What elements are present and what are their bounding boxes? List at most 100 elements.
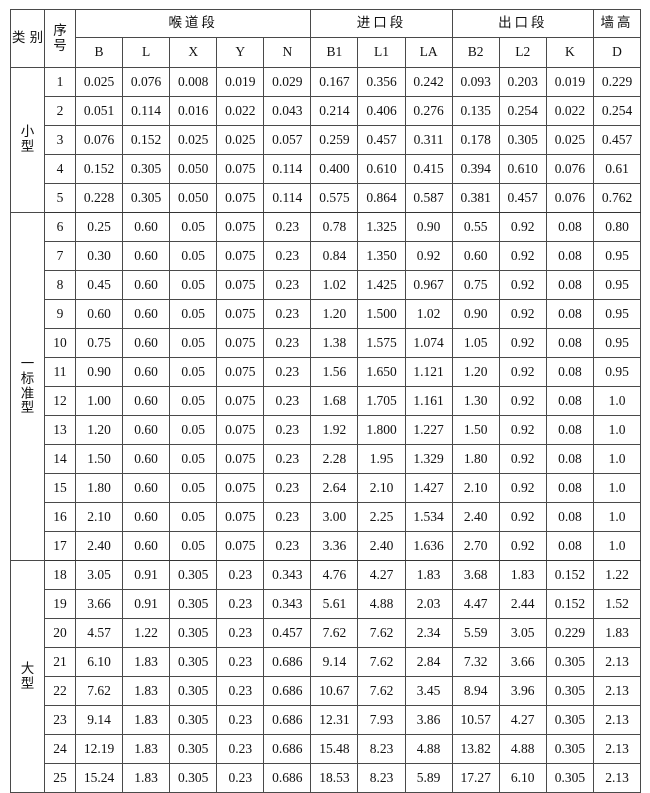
data-cell-D: 0.762 [593,183,641,213]
data-cell-L2: 0.92 [498,299,547,329]
data-cell-L2: 0.305 [498,125,547,155]
data-cell-LA: 2.34 [404,618,453,648]
data-cell-L2: 6.10 [498,763,547,793]
data-cell-K: 0.08 [545,241,595,271]
header-col-B: B [74,37,124,68]
table-row: 11 0.90 0.60 0.05 0.075 0.23 1.56 1.650 1.121 1.2… [11,357,641,387]
data-cell-L: 0.60 [122,502,171,532]
data-cell-B2: 13.82 [451,734,500,764]
header-col-B1: B1 [310,37,359,68]
data-cell-L2: 3.05 [498,618,547,648]
row-index-cell: 10 [44,328,76,358]
data-cell-LA: 0.92 [404,241,453,271]
row-index-cell: 23 [44,705,76,735]
data-cell-X: 0.05 [169,357,218,387]
category-cell: 大 型 [10,560,45,793]
data-cell-Y: 0.23 [216,589,265,619]
data-cell-L: 0.305 [122,154,171,184]
table-row: 24 12.19 1.83 0.305 0.23 0.686 15.48 8.23 4.88 13… [11,734,641,764]
data-cell-K: 0.022 [545,96,595,126]
data-cell-X: 0.305 [169,676,218,706]
data-cell-B1: 12.31 [310,705,359,735]
data-cell-L: 0.60 [122,270,171,300]
data-cell-L: 1.83 [122,647,171,677]
data-cell-Y: 0.075 [216,473,265,503]
data-cell-K: 0.025 [545,125,595,155]
data-cell-B1: 2.28 [310,444,359,474]
data-cell-B: 12.19 [74,734,124,764]
data-cell-Y: 0.075 [216,531,265,561]
data-cell-B2: 10.57 [451,705,500,735]
data-cell-K: 0.08 [545,531,595,561]
data-cell-B: 0.60 [74,299,124,329]
data-cell-X: 0.05 [169,444,218,474]
data-cell-B1: 1.20 [310,299,359,329]
data-cell-B1: 5.61 [310,589,359,619]
category-cell: 小 型 [10,67,45,213]
data-cell-K: 0.08 [545,270,595,300]
data-cell-Y: 0.075 [216,357,265,387]
table-row: 4 0.152 0.305 0.050 0.075 0.114 0.400 0.610 0.41… [11,154,641,184]
data-cell-L1: 7.62 [357,618,406,648]
table-row: 小 型 1 0.025 0.076 0.008 0.019 0.029 0.167 0.356 0… [10,67,641,213]
header-col-L2: L2 [498,37,547,68]
data-cell-L2: 0.92 [498,415,547,445]
data-cell-L1: 1.575 [357,328,406,358]
data-cell-L: 0.60 [122,473,171,503]
data-cell-B: 0.30 [74,241,124,271]
data-cell-L2: 0.92 [498,502,547,532]
data-cell-N: 0.23 [263,328,312,358]
row-index-cell: 13 [44,415,76,445]
header-col-N: N [263,37,312,68]
data-cell-Y: 0.23 [216,647,265,677]
data-cell-L2: 0.92 [498,270,547,300]
data-cell-L1: 2.25 [357,502,406,532]
data-cell-Y: 0.075 [216,328,265,358]
data-cell-D: 1.0 [593,502,641,532]
data-cell-L2: 0.254 [498,96,547,126]
data-cell-L: 1.83 [122,676,171,706]
data-cell-D: 0.95 [593,270,641,300]
row-index-cell: 9 [44,299,76,329]
data-cell-X: 0.025 [169,125,218,155]
data-cell-L1: 1.800 [357,415,406,445]
table-row: 9 0.60 0.60 0.05 0.075 0.23 1.20 1.500 1.02 0.90 0… [11,299,641,329]
data-cell-B2: 2.10 [451,473,500,503]
data-cell-L: 0.91 [122,589,171,619]
data-cell-L: 0.60 [122,328,171,358]
data-cell-B1: 0.575 [310,183,359,213]
data-cell-B: 0.025 [74,67,124,97]
data-cell-K: 0.08 [545,328,595,358]
data-cell-B2: 3.68 [451,560,500,590]
row-index-cell: 18 [44,560,76,590]
row-index-cell: 8 [44,270,76,300]
row-index-cell: 11 [44,357,76,387]
table-row: 21 6.10 1.83 0.305 0.23 0.686 9.14 7.62 2.84 7.32… [11,647,641,677]
data-cell-D: 1.52 [593,589,641,619]
data-cell-LA: 1.121 [404,357,453,387]
table-body: 小 型 1 0.025 0.076 0.008 0.019 0.029 0.167 0.356 0… [10,67,641,793]
data-cell-X: 0.305 [169,560,218,590]
data-cell-D: 1.0 [593,386,641,416]
header-col-D: D [593,37,641,68]
data-cell-L: 0.60 [122,357,171,387]
data-cell-L: 0.60 [122,444,171,474]
row-index-cell: 2 [44,96,76,126]
data-cell-L: 1.83 [122,705,171,735]
data-cell-L1: 0.864 [357,183,406,213]
row-index-cell: 1 [44,67,76,97]
row-index-cell: 20 [44,618,76,648]
data-cell-B1: 1.02 [310,270,359,300]
header-index-label: 序 号 [53,22,67,54]
data-cell-D: 2.13 [593,705,641,735]
data-cell-Y: 0.075 [216,502,265,532]
data-cell-B: 2.40 [74,531,124,561]
data-cell-B2: 0.093 [451,67,500,97]
data-cell-B2: 0.90 [451,299,500,329]
data-cell-K: 0.076 [545,154,595,184]
data-cell-Y: 0.075 [216,154,265,184]
data-cell-K: 0.08 [545,386,595,416]
data-cell-X: 0.05 [169,502,218,532]
data-cell-B: 1.00 [74,386,124,416]
data-cell-D: 1.0 [593,415,641,445]
